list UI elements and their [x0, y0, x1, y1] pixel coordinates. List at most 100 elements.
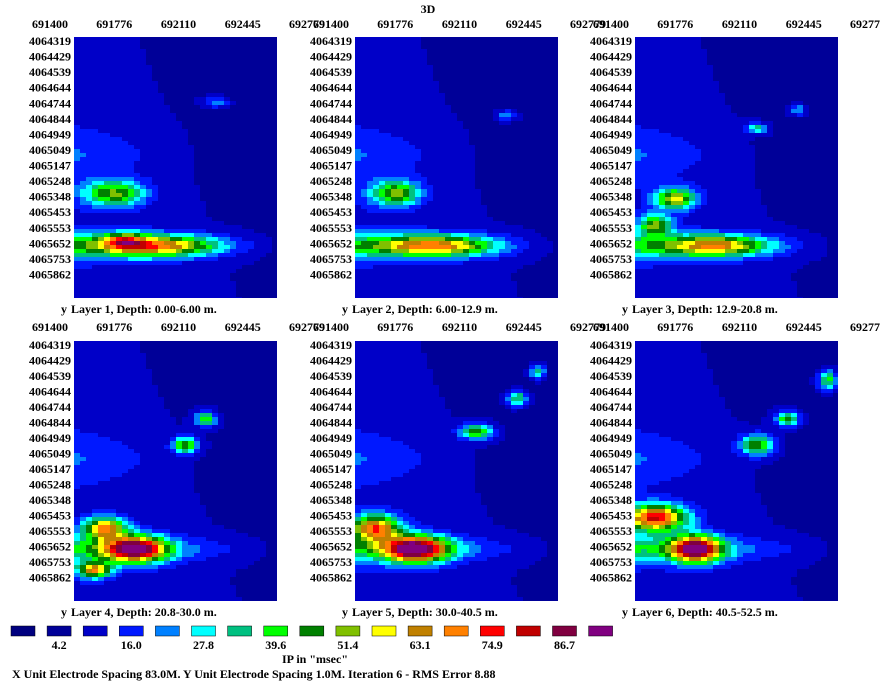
heat-cell [176, 85, 182, 89]
heat-cell [128, 129, 134, 133]
heat-cell [140, 285, 146, 289]
heat-cell [224, 249, 230, 253]
heat-cell [206, 93, 212, 97]
heat-cell [469, 253, 475, 257]
heat-cell [451, 285, 457, 289]
heat-cell [469, 281, 475, 285]
heat-cell [116, 297, 122, 298]
heat-cell [266, 101, 272, 105]
heat-cell [445, 169, 451, 173]
heat-cell [481, 233, 487, 237]
heat-cell [469, 45, 475, 49]
heat-cell [194, 113, 200, 117]
heat-cell [98, 253, 104, 257]
heat-cell [725, 89, 731, 93]
heat-cell [134, 261, 140, 265]
heat-cell [653, 49, 659, 53]
heat-cell [74, 229, 80, 233]
heat-cell [475, 225, 481, 229]
heat-cell [541, 57, 547, 61]
heat-cell [767, 85, 773, 89]
heat-cell [194, 237, 200, 241]
heat-cell [176, 289, 182, 293]
heat-cell [511, 81, 517, 85]
heat-cell [445, 97, 451, 101]
heat-cell [439, 45, 445, 49]
heat-cell [457, 249, 463, 253]
heat-cell [415, 269, 421, 273]
heat-cell [451, 213, 457, 217]
heat-cell [266, 229, 272, 233]
heat-cell [695, 37, 701, 41]
heat-cell [493, 185, 499, 189]
heat-cell [104, 233, 110, 237]
heat-cell [80, 249, 86, 253]
heat-cell [361, 253, 367, 257]
heat-cell [242, 197, 248, 201]
heat-cell [499, 209, 505, 213]
heat-cell [647, 89, 653, 93]
heat-cell [218, 225, 224, 229]
heat-cell [158, 81, 164, 85]
heat-cell [397, 169, 403, 173]
heat-cell [505, 65, 511, 69]
heat-cell [403, 149, 409, 153]
heat-cell [110, 297, 116, 298]
heat-cell [140, 241, 146, 245]
heat-cell [158, 241, 164, 245]
heat-cell [260, 45, 266, 49]
heat-cell [659, 41, 665, 45]
heat-cell [529, 229, 535, 233]
heat-cell [92, 269, 98, 273]
heat-cell [463, 145, 469, 149]
heat-cell [104, 213, 110, 217]
heat-cell [373, 45, 379, 49]
heat-cell [809, 41, 815, 45]
heat-cell [200, 57, 206, 61]
heat-cell [457, 277, 463, 281]
heat-cell [361, 129, 367, 133]
heat-cell [373, 57, 379, 61]
heat-cell [385, 73, 391, 77]
heat-cell [212, 149, 218, 153]
heat-cell [469, 153, 475, 157]
heat-cell [469, 81, 475, 85]
heat-cell [242, 117, 248, 121]
heat-cell [158, 129, 164, 133]
heat-cell [457, 225, 463, 229]
heat-cell [104, 185, 110, 189]
heat-cell [140, 97, 146, 101]
heat-cell [128, 205, 134, 209]
heat-cell [385, 193, 391, 197]
heat-cell [541, 289, 547, 293]
heat-cell [74, 181, 80, 185]
heat-cell [791, 81, 797, 85]
y-tick-label: 4064539 [310, 65, 352, 79]
heat-cell [475, 117, 481, 121]
heat-cell [86, 245, 92, 249]
heat-cell [146, 249, 152, 253]
heat-cell [80, 265, 86, 269]
heat-cell [797, 65, 803, 69]
heat-cell [248, 181, 254, 185]
heat-cell [206, 53, 212, 57]
heat-cell [176, 137, 182, 141]
heat-cell [200, 293, 206, 297]
heat-cell [104, 129, 110, 133]
heat-cell [230, 165, 236, 169]
heat-cell [553, 217, 558, 221]
heat-cell [457, 57, 463, 61]
heat-cell [134, 45, 140, 49]
heat-cell [487, 245, 493, 249]
heat-cell [755, 49, 761, 53]
heat-cell [445, 193, 451, 197]
heat-cell [463, 293, 469, 297]
heat-cell [254, 105, 260, 109]
heat-cell [236, 157, 242, 161]
heat-cell [104, 37, 110, 41]
heat-cell [529, 141, 535, 145]
heat-cell [134, 109, 140, 113]
heat-cell [176, 117, 182, 121]
heat-cell [122, 229, 128, 233]
heat-cell [439, 181, 445, 185]
